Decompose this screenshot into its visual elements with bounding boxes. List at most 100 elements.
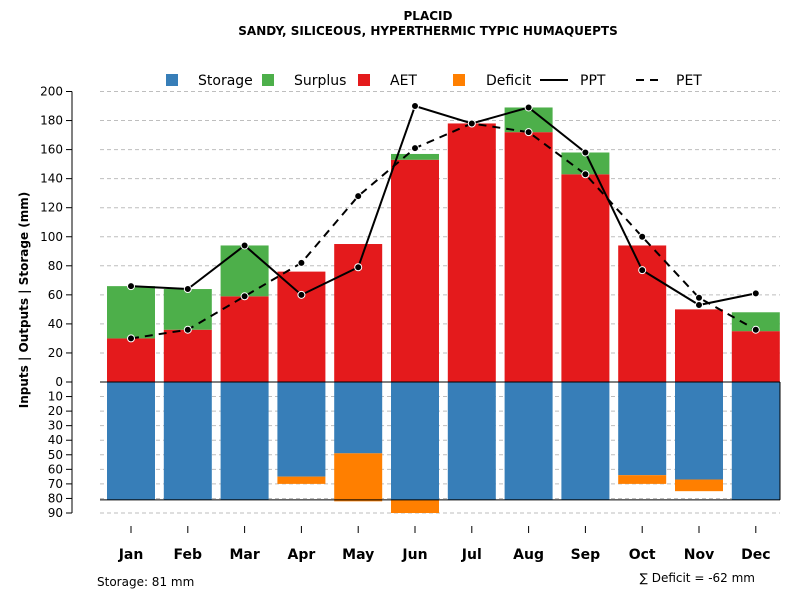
surplus-bar	[561, 152, 610, 175]
x-tick-label: Jun	[401, 547, 427, 563]
aet-bar	[618, 245, 667, 382]
legend-aet-label: AET	[390, 73, 417, 89]
aet-bar	[675, 309, 723, 382]
y-tick-label: 140	[40, 172, 63, 186]
aet-bar	[163, 329, 212, 382]
x-tick-label: Feb	[174, 547, 203, 563]
y-tick-label: 40	[48, 317, 63, 331]
pet-point	[751, 325, 760, 334]
storage-bar	[447, 382, 496, 500]
x-tick-label: Jan	[118, 547, 144, 563]
pet-point	[240, 292, 249, 301]
y-tick-label: 50	[48, 448, 63, 462]
y-tick-label: 160	[40, 143, 63, 157]
deficit-bar	[618, 475, 667, 484]
grid-lines	[100, 91, 780, 514]
bars	[107, 107, 780, 513]
pet-point	[638, 232, 647, 241]
storage-bar	[618, 382, 667, 476]
pet-point	[297, 258, 306, 267]
legend-pet-label: PET	[676, 73, 702, 89]
y-tick-label: 10	[48, 390, 63, 404]
y-tick-label: 20	[48, 346, 63, 360]
storage-bar	[334, 382, 383, 454]
ppt-point	[127, 282, 135, 291]
x-tick-label: Mar	[229, 547, 259, 563]
ppt-point	[354, 263, 363, 272]
chart-subtitle: SANDY, SILICEOUS, HYPERTHERMIC TYPIC HUM…	[238, 24, 617, 38]
y-tick-label: 80	[48, 491, 63, 505]
ppt-point	[183, 285, 192, 294]
ppt-line	[130, 104, 757, 307]
legend: Storage Surplus AET Deficit PPT PET	[166, 73, 702, 89]
y-tick-label: 30	[48, 419, 63, 433]
y-tick-label: 90	[48, 506, 63, 520]
ppt-point	[297, 290, 306, 299]
y-axis-label: Inputs | Outputs | Storage (mm)	[17, 192, 31, 409]
axes: 0204060801001201401601802001020304050607…	[40, 85, 781, 563]
deficit-bar	[277, 476, 326, 484]
aet-bar	[561, 174, 610, 382]
y-tick-label: 0	[55, 375, 63, 389]
pet-point	[581, 170, 590, 179]
deficit-bar	[675, 479, 723, 492]
series-lines	[127, 102, 760, 343]
aet-bar	[277, 271, 326, 382]
storage-bar	[731, 382, 780, 500]
x-tick-label: Nov	[684, 547, 714, 563]
aet-bar	[107, 338, 155, 382]
pet-line	[130, 122, 757, 340]
surplus-bar	[107, 286, 155, 339]
surplus-bar	[220, 245, 269, 297]
storage-note: Storage: 81 mm	[97, 575, 194, 589]
y-tick-label: 70	[48, 477, 63, 491]
ppt-point	[638, 266, 647, 275]
x-tick-label: Apr	[288, 547, 316, 563]
ppt-point	[751, 289, 760, 298]
y-tick-label: 180	[40, 114, 63, 128]
y-tick-label: 100	[40, 230, 63, 244]
surplus-bar	[731, 312, 780, 332]
legend-surplus-label: Surplus	[294, 73, 346, 89]
storage-bar	[107, 382, 155, 500]
deficit-note: ∑ Deficit = -62 mm	[640, 571, 755, 585]
x-tick-label: Dec	[741, 547, 770, 563]
ppt-point	[240, 241, 249, 250]
pet-point	[127, 334, 135, 343]
deficit-bar	[334, 453, 383, 502]
legend-deficit-label: Deficit	[486, 73, 532, 89]
y-tick-label: 200	[40, 85, 63, 99]
storage-bar	[504, 382, 553, 500]
storage-bar	[391, 382, 439, 500]
x-tick-label: Sep	[571, 547, 601, 563]
y-tick-label: 60	[48, 288, 63, 302]
storage-bar	[163, 382, 212, 500]
aet-bar	[447, 123, 496, 382]
deficit-bar	[391, 499, 439, 513]
x-tick-label: Aug	[513, 547, 544, 563]
legend-surplus-swatch	[262, 74, 274, 86]
storage-bar	[561, 382, 610, 500]
y-tick-label: 80	[48, 259, 63, 273]
ppt-point	[695, 301, 703, 310]
aet-bar	[220, 296, 269, 382]
y-tick-label: 120	[40, 201, 63, 215]
ppt-point	[581, 148, 590, 157]
y-tick-label: 20	[48, 404, 63, 418]
ppt-point	[524, 103, 533, 112]
pet-point	[183, 325, 192, 334]
y-tick-label: 60	[48, 462, 63, 476]
ppt-point	[411, 102, 419, 111]
pet-point	[411, 144, 419, 153]
legend-storage-label: Storage	[198, 73, 253, 89]
aet-bar	[504, 132, 553, 382]
legend-aet-swatch	[358, 74, 370, 86]
pet-point	[354, 192, 363, 201]
ppt-point	[467, 119, 476, 128]
aet-bar	[731, 331, 780, 382]
legend-deficit-swatch	[453, 74, 465, 86]
pet-point	[695, 293, 703, 302]
x-tick-label: Jul	[461, 547, 482, 563]
storage-bar	[277, 382, 326, 477]
surplus-bar	[163, 289, 212, 330]
